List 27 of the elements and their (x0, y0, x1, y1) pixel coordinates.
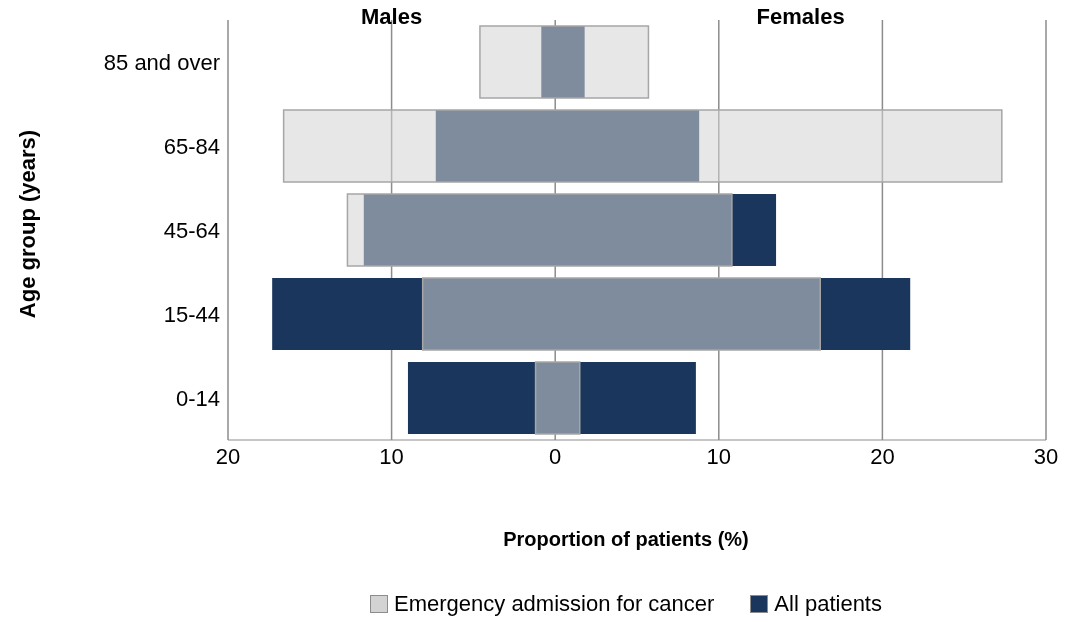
bar (346, 193, 733, 267)
annotation: Females (755, 4, 846, 30)
bar (282, 109, 1003, 183)
x-tick-label: 30 (1033, 443, 1059, 469)
bar (541, 25, 585, 98)
y-tick-label: 85 and over (103, 49, 220, 75)
bar (363, 193, 777, 266)
x-tick-label: 10 (379, 443, 404, 469)
x-tick-label: 0 (549, 443, 562, 469)
y-tick-label: 65-84 (163, 133, 220, 159)
y-tick-label: 45-64 (163, 217, 220, 243)
x-tick-label: 20 (215, 443, 241, 469)
legend-label: All patients (774, 591, 882, 617)
x-tick-label: 20 (870, 443, 895, 469)
bar (407, 361, 696, 434)
bar (479, 25, 650, 99)
x-tick-label: 10 (706, 443, 732, 469)
bar (272, 277, 911, 350)
bar (421, 277, 821, 351)
y-axis-title: Age group (years) (15, 129, 41, 319)
legend-label: Emergency admission for cancer (394, 591, 715, 617)
x-axis-title: Proportion of patients (%) (502, 528, 750, 551)
bar (534, 361, 581, 435)
bar (435, 109, 700, 182)
annotation: Males (360, 4, 424, 30)
y-tick-label: 0-14 (175, 385, 220, 411)
y-tick-label: 15-44 (163, 301, 220, 327)
